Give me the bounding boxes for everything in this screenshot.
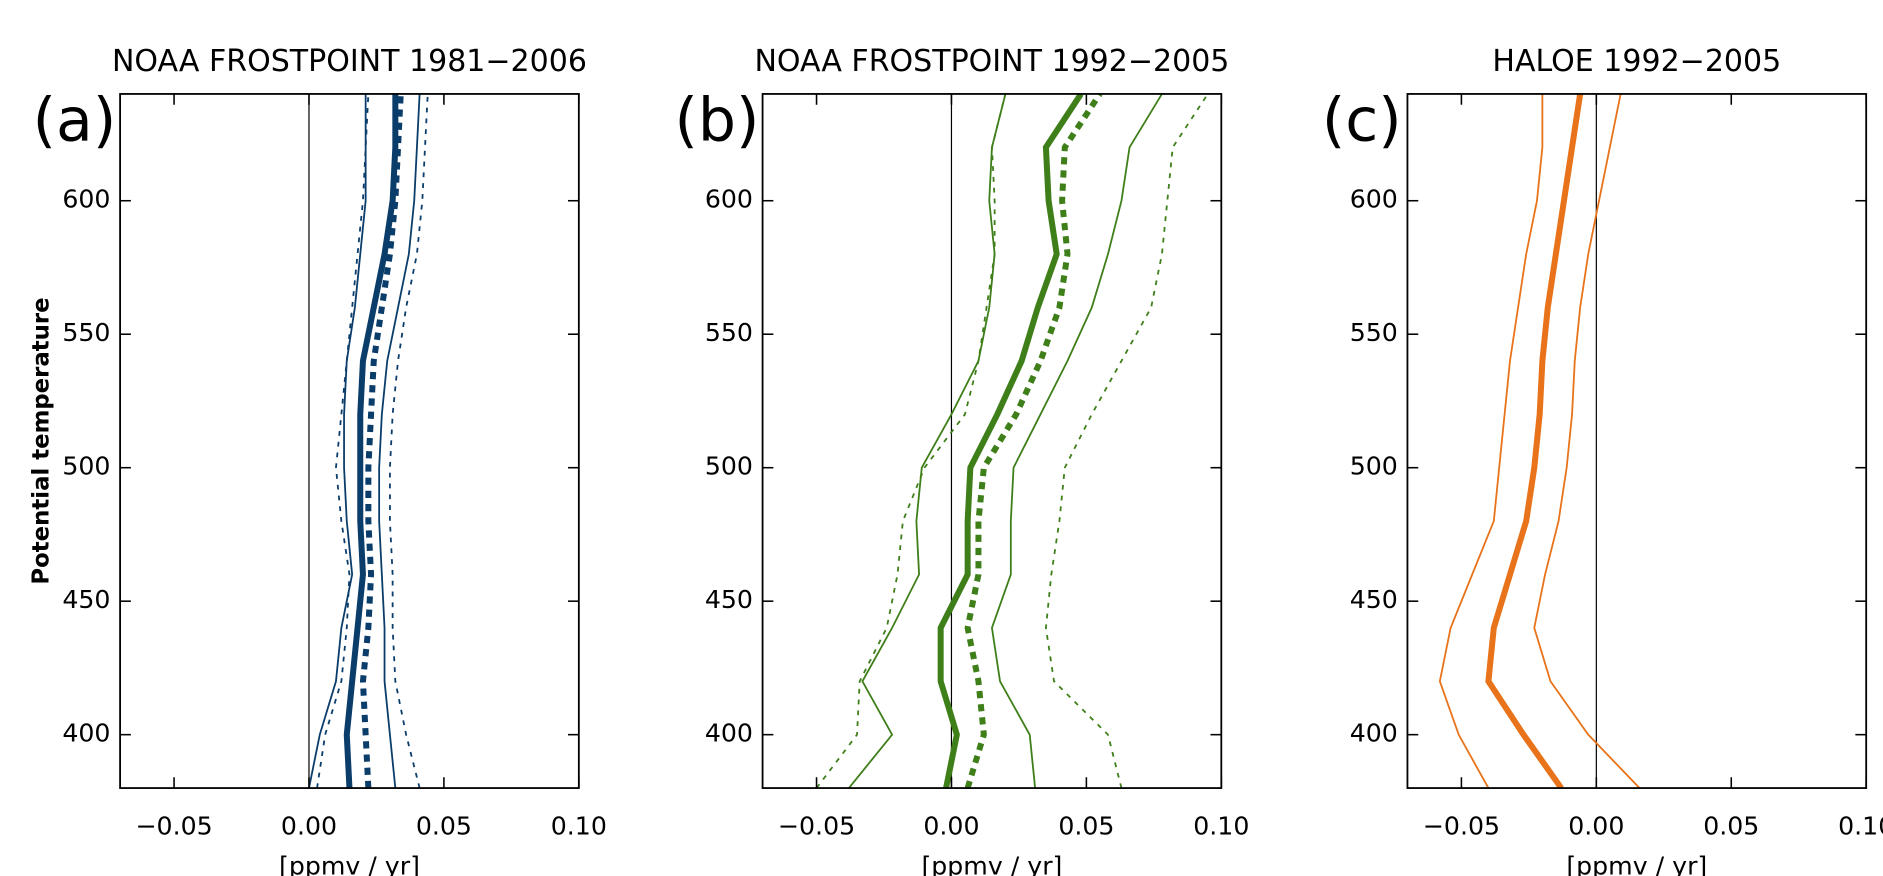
x-tick-label: 0.05: [1058, 812, 1114, 841]
plot-frame: [761, 93, 1223, 789]
y-axis-label: Potential temperature: [29, 297, 55, 584]
profile-line: [1485, 93, 1584, 789]
x-tick-label: 0.05: [1703, 812, 1759, 841]
x-tick-label: 0.00: [1568, 812, 1624, 841]
x-axis-label: [ppmv / yr]: [279, 851, 420, 876]
y-tick-label: 450: [705, 585, 753, 614]
panel-label: (a): [33, 86, 117, 156]
profile-line: [848, 93, 1007, 789]
plot-frame: [119, 93, 580, 789]
profile-line: [991, 93, 1163, 789]
x-axis-label: [ppmv / yr]: [921, 851, 1062, 876]
x-tick-label: 0.10: [1193, 812, 1249, 841]
x-tick-label: −0.05: [778, 812, 855, 841]
y-tick-label: 550: [1350, 318, 1398, 347]
profile-line: [378, 93, 421, 789]
y-tick-label: 450: [1350, 585, 1398, 614]
y-tick-label: 600: [705, 185, 753, 214]
profile-line: [1044, 93, 1209, 789]
y-tick-label: 400: [1350, 719, 1398, 748]
y-tick-label: 500: [1350, 452, 1398, 481]
plot-frame: [1406, 93, 1868, 789]
panel-label: (b): [674, 86, 759, 156]
x-tick-label: 0.10: [1838, 812, 1883, 841]
profile-line: [308, 93, 367, 789]
x-tick-label: 0.00: [281, 812, 337, 841]
y-tick-label: 600: [1350, 185, 1398, 214]
profile-line: [316, 93, 370, 789]
y-tick-label: 400: [62, 719, 110, 748]
x-tick-label: 0.10: [551, 812, 607, 841]
panel-title: HALOE 1992−2005: [1492, 44, 1781, 79]
y-tick-label: 500: [705, 452, 753, 481]
y-tick-label: 550: [705, 318, 753, 347]
y-tick-label: 450: [62, 585, 110, 614]
profile-line: [964, 93, 1103, 789]
y-tick-label: 400: [705, 719, 753, 748]
profile-line: [389, 93, 429, 789]
x-tick-label: −0.05: [135, 812, 212, 841]
x-axis-label: [ppmv / yr]: [1566, 851, 1707, 876]
y-tick-label: 600: [62, 185, 110, 214]
x-tick-label: 0.05: [416, 812, 472, 841]
x-tick-label: −0.05: [1423, 812, 1500, 841]
x-tick-label: 0.00: [923, 812, 979, 841]
y-tick-label: 550: [62, 318, 110, 347]
panel-title: NOAA FROSTPOINT 1992−2005: [754, 44, 1229, 79]
profile-line: [1533, 93, 1641, 789]
profile-line: [343, 93, 399, 789]
y-tick-label: 500: [62, 452, 110, 481]
panel-title: NOAA FROSTPOINT 1981−2006: [112, 44, 587, 79]
profile-line: [1438, 93, 1544, 789]
panel-label: (c): [1322, 86, 1402, 156]
profile-line: [359, 93, 404, 789]
profile-line: [815, 93, 1007, 789]
profile-line: [937, 93, 1084, 789]
